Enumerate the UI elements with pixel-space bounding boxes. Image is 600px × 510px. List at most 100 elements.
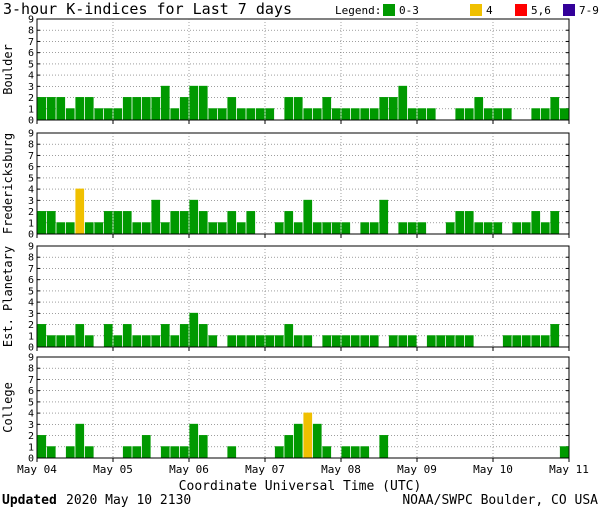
- k-index-bar: [398, 335, 408, 347]
- panel-frame: [36, 18, 570, 121]
- k-index-bar: [550, 211, 560, 234]
- k-index-bar: [502, 108, 512, 120]
- k-index-bar: [293, 335, 303, 347]
- y-tick-label: 5: [28, 59, 34, 70]
- k-index-bar: [483, 108, 493, 120]
- k-index-bar: [122, 211, 132, 234]
- legend-item-label: 0-3: [399, 4, 419, 17]
- x-tick-label: May 08: [321, 463, 361, 476]
- k-index-bar: [407, 222, 417, 234]
- y-tick-label: 2: [28, 431, 34, 442]
- k-index-bar: [132, 335, 142, 347]
- k-index-bar: [84, 335, 94, 347]
- k-index-bar: [540, 335, 550, 347]
- legend-swatch-2: [515, 4, 527, 16]
- k-index-bar: [160, 222, 170, 234]
- legend-swatch-1: [470, 4, 482, 16]
- x-tick-label: May 11: [549, 463, 589, 476]
- k-index-bar: [37, 97, 47, 120]
- k-index-bar: [113, 108, 123, 120]
- y-tick-label: 1: [28, 218, 34, 229]
- k-index-bar: [75, 97, 85, 120]
- k-index-bar: [464, 211, 474, 234]
- k-index-bar: [94, 108, 104, 120]
- k-index-bar: [56, 97, 66, 120]
- k-index-bar: [474, 97, 484, 120]
- k-index-bar: [132, 222, 142, 234]
- k-index-bar: [521, 222, 531, 234]
- k-index-bar: [208, 335, 218, 347]
- k-index-bar: [398, 85, 408, 120]
- k-index-bar: [407, 108, 417, 120]
- k-index-bar: [141, 435, 151, 458]
- k-index-bar: [303, 335, 313, 347]
- k-index-bar: [493, 108, 503, 120]
- panel-name: College: [1, 382, 15, 433]
- k-index-bar: [179, 211, 189, 234]
- k-index-bar: [170, 108, 180, 120]
- k-index-bar: [331, 108, 341, 120]
- k-index-bar: [65, 446, 75, 458]
- x-axis-label: Coordinate Universal Time (UTC): [179, 479, 422, 494]
- k-index-bar: [179, 324, 189, 347]
- k-index-bar: [360, 108, 370, 120]
- k-index-bar: [37, 211, 47, 234]
- k-index-bar: [559, 108, 569, 120]
- k-index-bar: [246, 108, 256, 120]
- y-tick-label: 2: [28, 93, 34, 104]
- legend-item-label: 4: [486, 4, 493, 17]
- k-index-bar: [255, 335, 265, 347]
- k-index-bar: [531, 211, 541, 234]
- k-index-bar: [46, 335, 56, 347]
- legend-item-label: 5,6: [531, 4, 551, 17]
- k-index-bar: [531, 108, 541, 120]
- x-tick-label: May 06: [169, 463, 209, 476]
- k-index-bar: [341, 108, 351, 120]
- y-tick-label: 7: [28, 151, 34, 162]
- k-index-bar: [189, 199, 199, 234]
- k-index-bar: [284, 324, 294, 347]
- k-index-bar: [360, 222, 370, 234]
- k-index-bar: [341, 335, 351, 347]
- k-index-bar: [65, 335, 75, 347]
- y-tick-label: 0: [28, 116, 34, 127]
- footer-updated-label: Updated: [2, 493, 57, 508]
- k-index-bar: [331, 335, 341, 347]
- panel-name: Fredericksburg: [1, 133, 15, 234]
- y-tick-label: 6: [28, 48, 34, 59]
- y-tick-label: 5: [28, 173, 34, 184]
- k-index-bar: [141, 335, 151, 347]
- y-tick-label: 8: [28, 253, 34, 264]
- k-index-bar: [274, 222, 284, 234]
- k-index-bar: [113, 335, 123, 347]
- k-index-bar: [322, 335, 332, 347]
- k-index-bar: [284, 211, 294, 234]
- k-index-bar: [122, 324, 132, 347]
- k-index-bar: [94, 222, 104, 234]
- y-tick-label: 9: [28, 15, 34, 26]
- k-index-bar: [436, 335, 446, 347]
- y-tick-label: 6: [28, 162, 34, 173]
- k-index-bar: [379, 97, 389, 120]
- chart-title: 3-hour K-indices for Last 7 days: [3, 0, 292, 18]
- k-index-bar: [189, 423, 199, 458]
- y-tick-label: 3: [28, 309, 34, 320]
- k-index-bar: [369, 222, 379, 234]
- k-index-bar: [550, 324, 560, 347]
- k-index-bar: [46, 446, 56, 458]
- k-index-bar: [103, 211, 113, 234]
- k-index-bar: [512, 222, 522, 234]
- k-index-bar: [265, 108, 275, 120]
- k-index-bar: [322, 446, 332, 458]
- k-index-bar: [37, 435, 47, 458]
- k-index-bar: [236, 335, 246, 347]
- y-tick-label: 1: [28, 442, 34, 453]
- k-index-bar: [369, 335, 379, 347]
- k-index-bar: [322, 97, 332, 120]
- y-tick-label: 5: [28, 286, 34, 297]
- k-index-bar: [151, 335, 161, 347]
- k-index-bar: [417, 222, 427, 234]
- k-index-bar: [455, 108, 465, 120]
